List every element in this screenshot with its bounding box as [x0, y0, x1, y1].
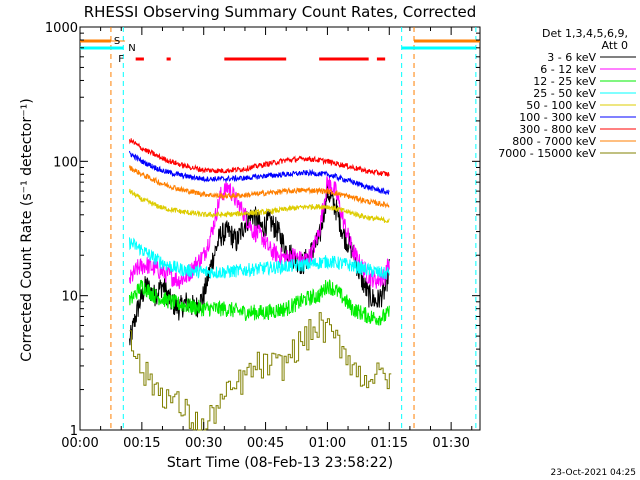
- saa-flag-label: S: [114, 36, 120, 47]
- legend-label-3: 25 - 50 keV: [533, 87, 596, 100]
- series-line-1: [129, 176, 390, 290]
- series-line-6: [129, 138, 390, 177]
- series-line-5: [129, 150, 390, 195]
- footer-date: 23-Oct-2021 04:25: [551, 468, 636, 478]
- legend-header-0: Det 1,3,4,5,6,9,: [542, 27, 628, 40]
- series-line-2: [129, 279, 390, 326]
- x-tick-label-6: 01:30: [432, 436, 469, 451]
- x-tick-label-0: 00:00: [61, 436, 98, 451]
- y-tick-label-0: 1: [70, 424, 78, 439]
- legend-header-1: Att 0: [602, 39, 628, 52]
- flare-flag-label: F: [118, 54, 124, 65]
- x-axis-label: Start Time (08-Feb-13 23:58:22): [167, 455, 393, 471]
- legend-label-5: 100 - 300 keV: [519, 111, 596, 124]
- x-tick-label-4: 01:00: [309, 436, 346, 451]
- marker-layer: SNF: [80, 27, 480, 430]
- legend-label-6: 300 - 800 keV: [519, 123, 596, 136]
- series-line-8: [129, 312, 392, 431]
- x-tick-label-1: 00:15: [123, 436, 160, 451]
- series-line-4: [129, 188, 390, 224]
- series-line-3: [129, 237, 390, 280]
- x-tick-label-2: 00:30: [185, 436, 222, 451]
- legend-label-8: 7000 - 15000 keV: [498, 147, 596, 160]
- series-line-7: [129, 165, 390, 209]
- y-tick-label-2: 100: [53, 155, 78, 170]
- y-axis-label: Corrected Count Rate (s⁻¹ detector⁻¹): [19, 98, 35, 361]
- y-tick-label-3: 1000: [45, 21, 78, 36]
- legend-label-2: 12 - 25 keV: [533, 75, 596, 88]
- legend-label-4: 50 - 100 keV: [526, 99, 596, 112]
- x-tick-label-5: 01:15: [371, 436, 408, 451]
- legend-label-0: 3 - 6 keV: [547, 51, 596, 64]
- x-tick-label-3: 00:45: [247, 436, 284, 451]
- legend-label-7: 800 - 7000 keV: [512, 135, 596, 148]
- y-tick-label-1: 10: [61, 290, 78, 305]
- legend-label-1: 6 - 12 keV: [540, 63, 596, 76]
- axis-layer: 00:00 00:15 00:30 00:45 01:00 01:15 01:30 1 10 10…: [45, 21, 480, 451]
- series-layer: [129, 138, 392, 431]
- chart-title: RHESSI Observing Summary Count Rates, Co…: [84, 3, 477, 21]
- plot-area: [79, 26, 481, 431]
- night-flag-label: N: [128, 43, 135, 54]
